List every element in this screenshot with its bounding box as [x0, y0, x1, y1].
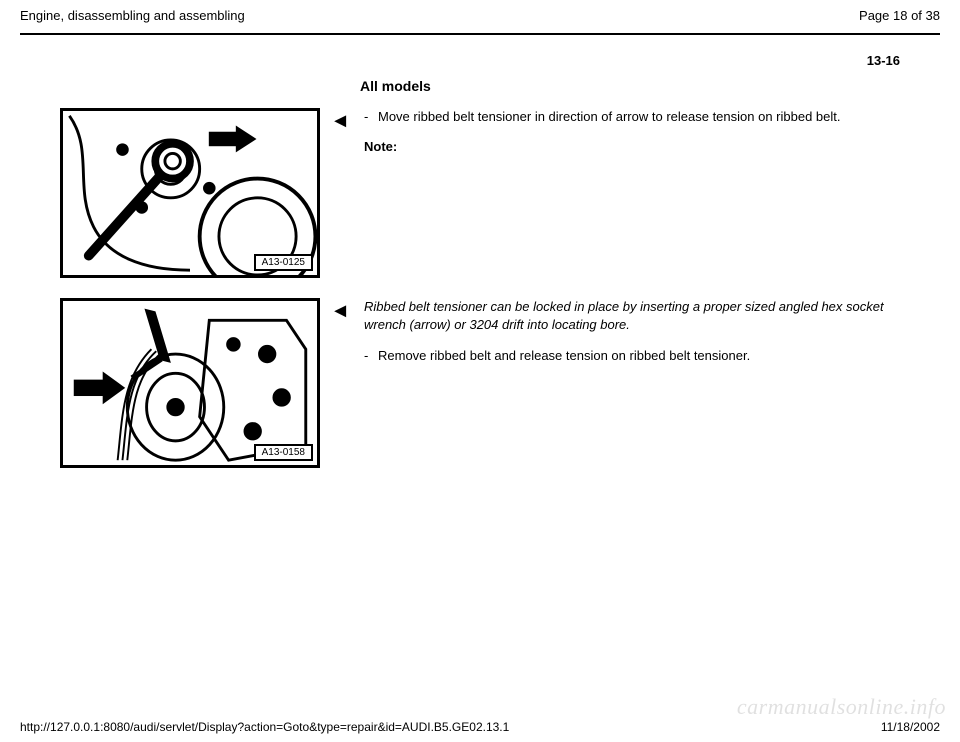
- text-column-2: Ribbed belt tensioner can be locked in p…: [350, 298, 920, 377]
- watermark: carmanualsonline.info: [737, 694, 946, 720]
- page-footer: http://127.0.0.1:8080/audi/servlet/Displ…: [0, 720, 960, 734]
- header-page-indicator: Page 18 of 38: [859, 8, 940, 23]
- heading-row: All models: [360, 78, 920, 94]
- instruction-block-1: A13-0125 ◄ - Move ribbed belt tensioner …: [60, 108, 920, 278]
- bullet-dash: -: [364, 347, 378, 365]
- italic-note: Ribbed belt tensioner can be locked in p…: [364, 298, 920, 333]
- note-label: Note:: [364, 138, 920, 156]
- figure-2: A13-0158: [60, 298, 320, 468]
- header-title: Engine, disassembling and assembling: [20, 8, 245, 23]
- pointer-icon-1: ◄: [320, 108, 350, 133]
- figure-2-svg: [63, 301, 317, 465]
- figure-1-label: A13-0125: [254, 254, 313, 271]
- figure-2-label: A13-0158: [254, 444, 313, 461]
- footer-url: http://127.0.0.1:8080/audi/servlet/Displ…: [20, 720, 509, 734]
- bullet-1: - Move ribbed belt tensioner in directio…: [364, 108, 920, 126]
- footer-date: 11/18/2002: [881, 720, 940, 734]
- text-column-1: - Move ribbed belt tensioner in directio…: [350, 108, 920, 155]
- bullet-2-text: Remove ribbed belt and release tension o…: [378, 347, 750, 365]
- bullet-dash: -: [364, 108, 378, 126]
- section-number: 13-16: [0, 35, 960, 78]
- content-area: All models: [0, 78, 960, 468]
- figure-1: A13-0125: [60, 108, 320, 278]
- pointer-icon-2: ◄: [320, 298, 350, 323]
- figure-1-svg: [63, 111, 317, 275]
- content-heading: All models: [360, 78, 431, 94]
- page-header: Engine, disassembling and assembling Pag…: [0, 0, 960, 29]
- bullet-1-text: Move ribbed belt tensioner in direction …: [378, 108, 841, 126]
- bullet-2: - Remove ribbed belt and release tension…: [364, 347, 920, 365]
- instruction-block-2: A13-0158 ◄ Ribbed belt tensioner can be …: [60, 298, 920, 468]
